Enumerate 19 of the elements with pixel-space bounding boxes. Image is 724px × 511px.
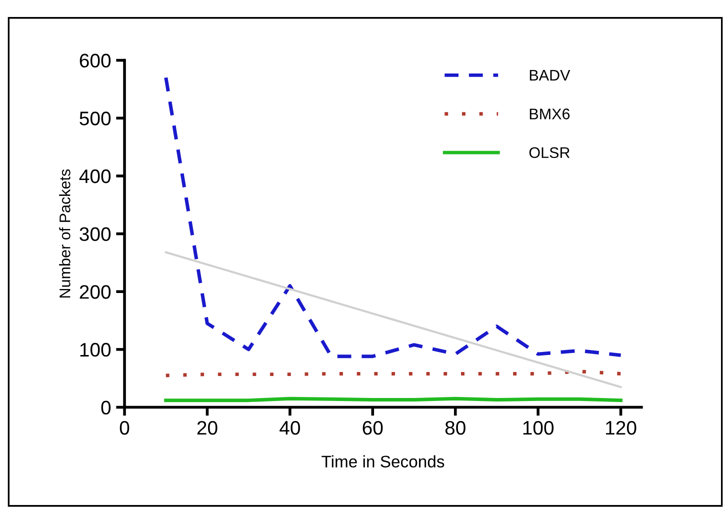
x-tick-label: 100: [523, 420, 554, 435]
y-tick-label: 400: [79, 169, 111, 184]
x-tick-label: 0: [120, 420, 130, 435]
x-tick-label: 60: [362, 420, 383, 435]
x-tick-label: 80: [445, 420, 466, 435]
y-tick-label: 100: [80, 342, 111, 357]
y-tick-label: 500: [80, 112, 111, 126]
x-tick-label: 20: [197, 420, 218, 435]
legend-label: BADV: [530, 70, 570, 81]
y-tick-label: 300: [80, 227, 111, 242]
legend-label: OLSR: [529, 147, 570, 158]
y-axis-title: Number of Packets: [59, 169, 70, 298]
x-tick-label: 120: [606, 420, 636, 435]
y-tick-label: 600: [80, 54, 111, 68]
y-tick-label: 0: [101, 400, 111, 415]
y-tick-label: 200: [80, 285, 111, 299]
legend-label: BMX6: [530, 108, 570, 120]
x-axis-title: Time in Seconds: [322, 455, 444, 468]
x-tick-label: 40: [280, 420, 300, 435]
